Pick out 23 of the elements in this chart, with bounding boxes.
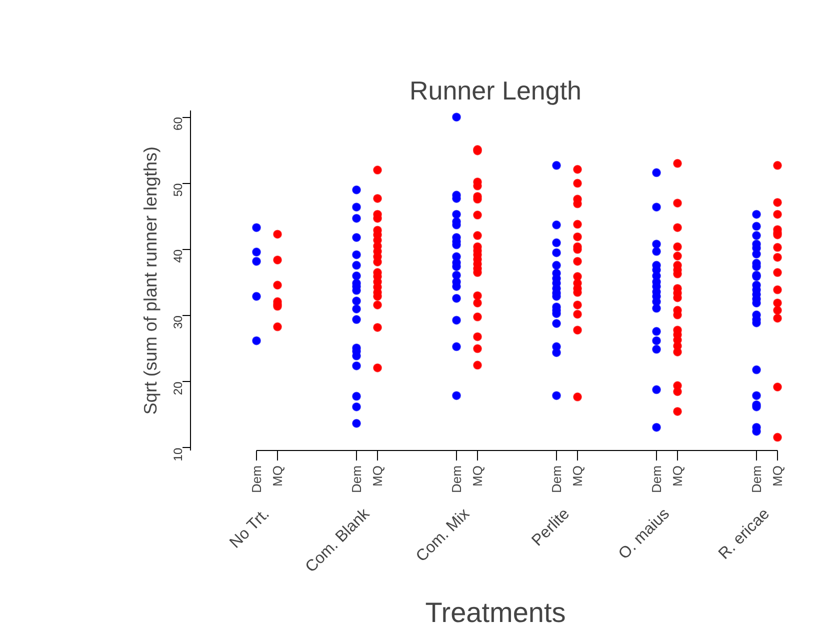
text: MQ <box>270 465 285 486</box>
text: Dem <box>249 465 264 493</box>
x-tick-label: No Trt. <box>226 506 273 552</box>
text: Dem <box>749 465 764 493</box>
chart-title: Runner Length <box>409 76 582 106</box>
y-tick-label: 10 <box>171 448 185 462</box>
text: MQ <box>770 465 785 486</box>
text: MQ <box>370 465 385 486</box>
y-axis-title: Sqrt (sum of plant runner lengths) <box>140 146 160 415</box>
y-tick-label: 50 <box>171 182 185 197</box>
x-tick-label: Com. Mix <box>413 505 474 566</box>
text: MQ <box>470 465 485 486</box>
y-tick-label: 30 <box>171 315 185 329</box>
y-tick-label: 20 <box>171 381 185 396</box>
text: MQ <box>570 465 585 486</box>
text: Dem <box>349 465 364 493</box>
text: MQ <box>670 465 685 486</box>
x-axis-title: Treatments <box>425 596 566 628</box>
y-tick-label: 40 <box>171 249 185 263</box>
text: Dem <box>649 465 664 493</box>
y-tick-label: 60 <box>171 116 185 130</box>
text: Dem <box>549 465 564 493</box>
text: Dem <box>449 465 464 493</box>
